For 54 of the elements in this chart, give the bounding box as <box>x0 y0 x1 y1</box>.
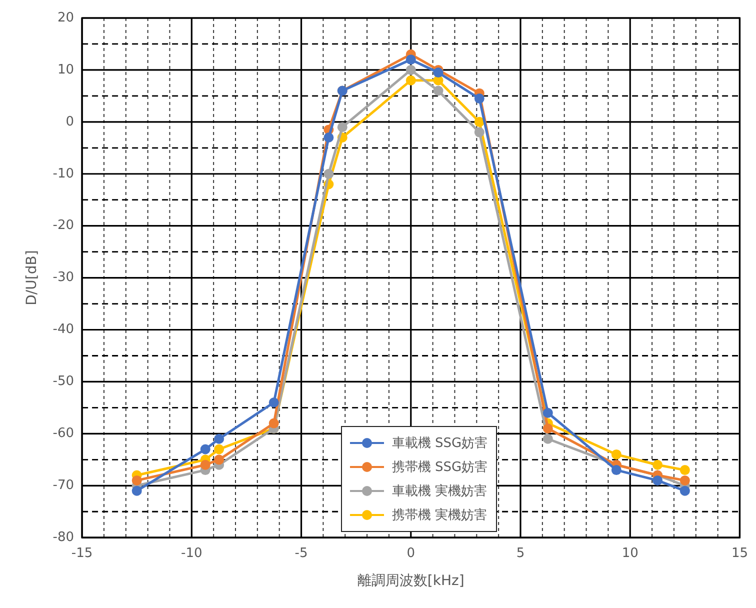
point <box>406 75 416 86</box>
x-tick-label: 5 <box>516 546 525 561</box>
legend-label: 携帯機 実機妨害 <box>392 506 488 524</box>
point <box>652 475 663 486</box>
point <box>680 465 690 476</box>
point <box>337 122 348 132</box>
point <box>324 132 334 143</box>
x-tick-label: 10 <box>622 546 638 561</box>
x-axis-title: 離調周波数[kHz] <box>357 573 464 590</box>
legend-label: 車載機 SSG妨害 <box>392 434 488 452</box>
point <box>268 418 279 428</box>
point <box>406 64 416 75</box>
x-tick-label: 15 <box>731 546 748 561</box>
point <box>680 486 690 496</box>
point <box>214 444 224 454</box>
point <box>611 449 622 460</box>
point <box>200 460 210 470</box>
point <box>474 94 484 104</box>
y-tick-label: -50 <box>52 374 74 390</box>
point <box>680 475 690 486</box>
y-tick-label: -40 <box>52 322 74 338</box>
legend-label: 携帯機 SSG妨害 <box>392 458 488 476</box>
y-tick-label: 10 <box>57 62 74 78</box>
x-tick-label: -10 <box>181 546 202 561</box>
y-tick-label: -80 <box>52 530 74 545</box>
y-tick-label: 20 <box>57 10 74 26</box>
legend-label: 車載機 実機妨害 <box>392 482 488 500</box>
point <box>214 434 224 444</box>
point <box>474 116 484 127</box>
point <box>132 486 142 496</box>
x-tick-label: -15 <box>71 546 93 561</box>
y-tick-label: -60 <box>52 426 74 442</box>
point <box>542 423 553 434</box>
y-tick-label: -70 <box>52 478 74 494</box>
point <box>200 444 210 454</box>
point <box>214 454 224 465</box>
y-tick-label: -20 <box>52 218 74 234</box>
y-tick-label: -10 <box>52 166 74 182</box>
point <box>268 398 279 408</box>
y-axis-title: D/U[dB] <box>24 250 40 306</box>
x-tick-label: 0 <box>406 546 416 561</box>
point <box>611 465 622 476</box>
point <box>652 460 663 470</box>
point <box>433 86 444 96</box>
point <box>406 54 416 65</box>
point <box>324 168 334 179</box>
y-tick-label: -30 <box>52 270 74 286</box>
y-tick-label: 0 <box>66 114 74 130</box>
point <box>132 475 142 486</box>
point <box>542 434 553 444</box>
point <box>542 408 553 418</box>
x-tick-label: -5 <box>294 546 308 561</box>
point <box>433 68 444 78</box>
point <box>474 127 484 138</box>
